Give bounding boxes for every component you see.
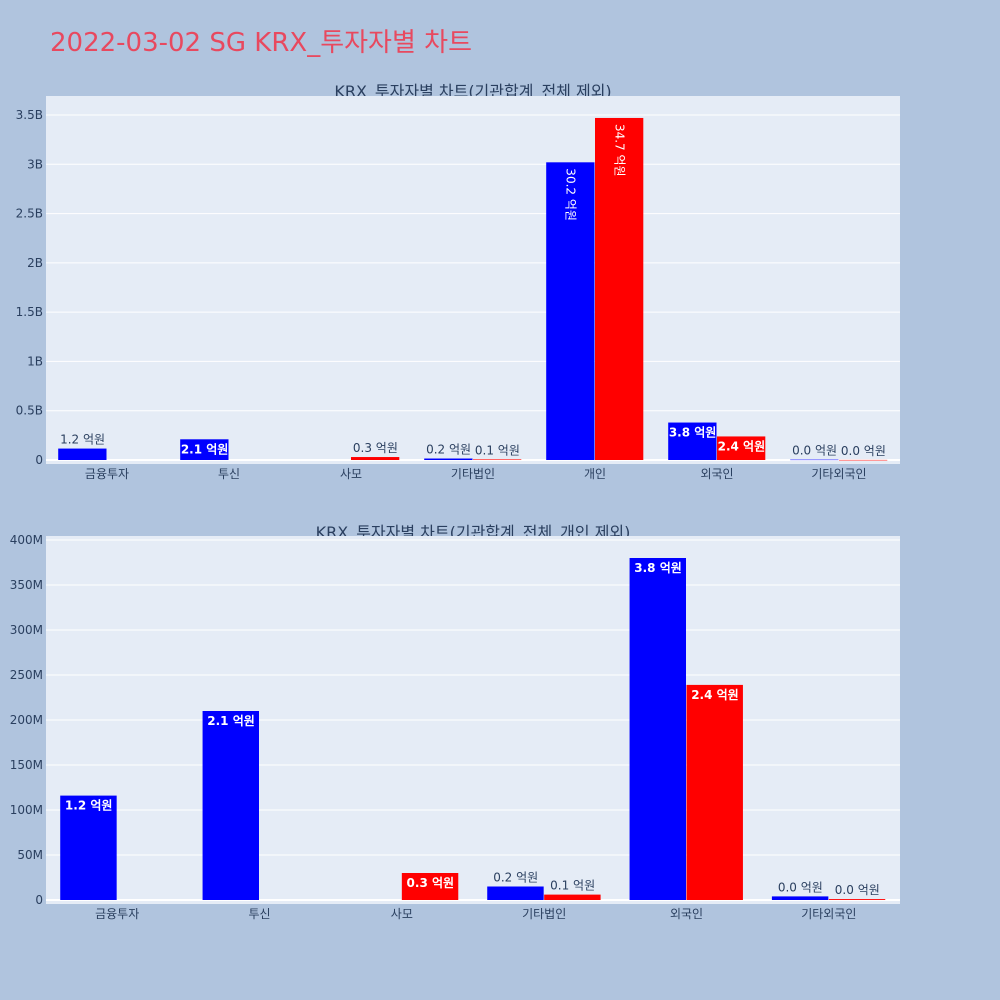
bar (828, 899, 886, 900)
data-label: 2.4 억원 (718, 439, 766, 453)
x-tick-label: 개인 (584, 467, 606, 481)
bar (546, 162, 595, 461)
x-tick-label: 기타외국인 (811, 467, 866, 481)
plot-area (46, 96, 900, 464)
data-label: 30.2 억원 (564, 168, 578, 221)
x-tick-label: 사모 (391, 907, 413, 921)
bar (351, 457, 400, 460)
bar (401, 873, 459, 900)
bar (180, 439, 229, 460)
bar (790, 459, 839, 461)
data-label: 34.7 억원 (612, 124, 626, 177)
y-tick-label: 0.5B (16, 404, 43, 418)
y-tick-label: 3.5B (16, 108, 43, 122)
y-tick-label: 50M (17, 848, 43, 862)
data-label: 0.2 억원 (493, 871, 538, 885)
x-tick-label: 금융투자 (85, 467, 129, 481)
y-tick-label: 400M (10, 533, 43, 547)
y-tick-label: 200M (10, 713, 43, 727)
bar (629, 558, 686, 900)
x-tick-label: 투신 (218, 467, 240, 481)
data-label: 0.0 억원 (835, 883, 880, 897)
bar (487, 886, 544, 900)
data-label: 3.8 억원 (634, 561, 682, 575)
x-tick-label: 기타외국인 (801, 907, 856, 921)
bar (686, 684, 743, 900)
data-label: 0.1 억원 (475, 443, 520, 457)
x-tick-label: 투신 (248, 907, 270, 921)
y-tick-label: 350M (10, 578, 43, 592)
bar (202, 711, 259, 900)
data-label: 2.1 억원 (207, 714, 255, 728)
y-tick-label: 250M (10, 668, 43, 682)
bar (839, 459, 888, 461)
y-tick-label: 0 (35, 453, 43, 467)
data-label: 0.1 억원 (550, 879, 595, 893)
y-tick-label: 100M (10, 803, 43, 817)
x-tick-label: 기타법인 (522, 907, 566, 921)
y-tick-label: 1.5B (16, 305, 43, 319)
data-label: 2.1 억원 (181, 442, 229, 456)
x-tick-label: 사모 (340, 467, 362, 481)
data-label: 0.3 억원 (353, 441, 398, 455)
x-tick-label: 외국인 (670, 907, 703, 921)
y-tick-label: 1B (27, 354, 43, 368)
data-label: 1.2 억원 (65, 799, 113, 813)
bar (668, 422, 717, 460)
bar (60, 795, 117, 900)
data-label: 2.4 억원 (691, 688, 739, 702)
data-label: 3.8 억원 (669, 426, 717, 440)
bar (771, 896, 829, 900)
y-tick-label: 150M (10, 758, 43, 772)
data-label: 0.0 억원 (778, 880, 823, 894)
data-label: 0.2 억원 (426, 443, 471, 457)
bar (595, 117, 644, 460)
data-label: 0.3 억원 (407, 876, 455, 890)
data-label: 0.0 억원 (841, 444, 886, 458)
bar (717, 436, 766, 460)
x-tick-label: 외국인 (700, 467, 733, 481)
bar (424, 458, 473, 460)
y-tick-label: 300M (10, 623, 43, 637)
data-label: 1.2 억원 (60, 433, 105, 447)
x-tick-label: 금융투자 (95, 907, 139, 921)
data-label: 0.0 억원 (792, 444, 837, 458)
bar (58, 448, 107, 460)
x-tick-label: 기타법인 (451, 467, 495, 481)
bar (544, 894, 601, 900)
bar (473, 459, 522, 460)
page-title: 2022-03-02 SG KRX_투자자별 차트 (50, 28, 472, 58)
y-tick-label: 2.5B (16, 207, 43, 221)
y-tick-label: 0 (35, 893, 43, 907)
y-tick-label: 2B (27, 256, 43, 270)
y-tick-label: 3B (27, 157, 43, 171)
